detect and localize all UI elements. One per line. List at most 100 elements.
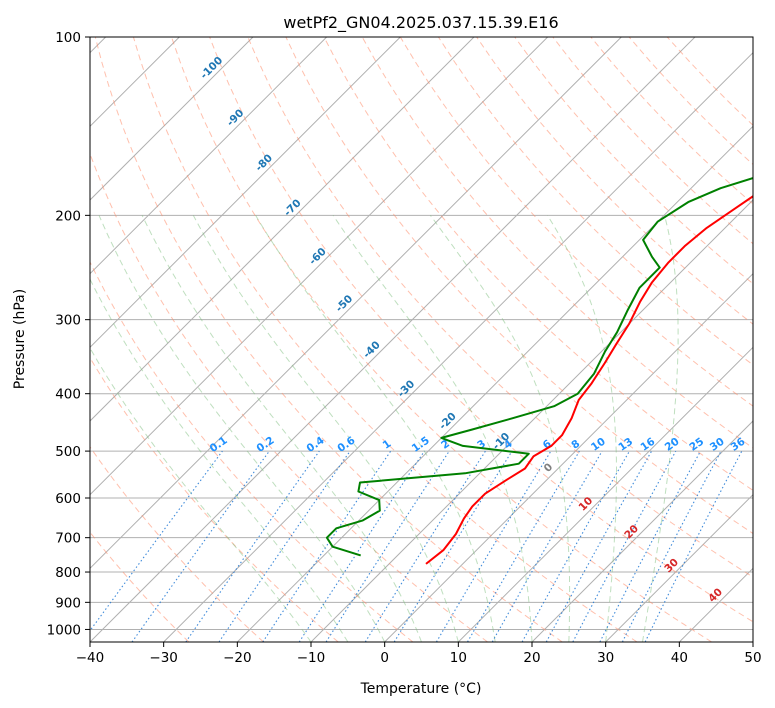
isotherm--80	[90, 37, 401, 349]
y-tick-label: 400	[55, 387, 81, 403]
dry-adiabat-20	[94, 37, 563, 642]
y-axis-label: Pressure (hPa)	[12, 289, 28, 389]
mixing-ratio-line-2	[325, 450, 450, 642]
y-tick-label: 800	[55, 565, 81, 581]
isotherm--60	[90, 37, 549, 496]
moist-adiabat--10	[90, 347, 312, 642]
isotherm-30	[605, 493, 753, 642]
mixing-ratio-label: 0.2	[254, 434, 276, 455]
series-layer	[325, 177, 753, 565]
background-lines-layer	[90, 37, 753, 642]
mixing-ratio-line-13	[521, 450, 630, 642]
isotherm--10	[310, 199, 753, 642]
isotherm--20	[236, 125, 753, 642]
dry-adiabat-0	[90, 260, 414, 642]
isotherm-label: -60	[307, 246, 329, 268]
ticks-layer: −40 −30 −20 −10 0 10 20 30 40 50 100 200 300 400 500 60…	[47, 30, 762, 666]
dry-adiabat-130	[514, 37, 753, 285]
isotherm-label: -40	[361, 339, 383, 361]
isotherm--90	[90, 37, 328, 275]
isotherm-label: -30	[395, 378, 417, 400]
dry-adiabat-50	[209, 37, 753, 623]
isotherm--30	[163, 51, 753, 642]
chart-title: wetPf2_GN04.2025.037.15.39.E16	[283, 13, 558, 33]
y-tick-label: 700	[55, 531, 81, 547]
mixing-ratio-label: 1	[381, 438, 394, 452]
grid-layer	[90, 37, 753, 642]
moist-adiabat-25	[429, 215, 571, 642]
mixing-ratio-label: 0.4	[304, 434, 326, 455]
mixing-ratio-line-25	[599, 450, 701, 642]
dry-adiabat--30	[90, 531, 190, 642]
isotherm-label: 20	[622, 523, 641, 542]
mixing-ratio-line-1.5	[298, 450, 425, 642]
x-axis-label: Temperature (°C)	[360, 681, 482, 697]
dewpoint-profile-line	[325, 177, 753, 557]
mixing-ratio-line-36	[644, 450, 743, 642]
dry-adiabat-60	[247, 37, 753, 578]
isotherm-40	[678, 567, 753, 642]
dry-adiabat-120	[476, 37, 753, 325]
mixing-ratio-line-16	[545, 450, 653, 642]
dry-adiabat-30	[132, 37, 638, 642]
moist-adiabat-20	[332, 215, 533, 642]
x-tick-label: −40	[76, 650, 105, 666]
mixing-ratio-label: 0.1	[208, 434, 230, 455]
x-tick-label: −10	[297, 650, 326, 666]
y-tick-label: 200	[55, 208, 81, 224]
isotherm-label: -100	[198, 55, 225, 82]
y-tick-label: 1000	[47, 622, 81, 638]
isotherm-0	[384, 272, 753, 642]
isotherm-label: -50	[333, 293, 355, 315]
mixing-ratio-line-0.2	[131, 450, 270, 642]
moist-adiabat-10	[192, 215, 459, 642]
moist-adiabat-5	[141, 215, 422, 642]
x-tick-label: 0	[380, 650, 389, 666]
y-tick-label: 300	[55, 313, 81, 329]
x-tick-label: −20	[223, 650, 252, 666]
isotherm-50	[752, 641, 753, 642]
y-tick-label: 900	[55, 595, 81, 611]
mixing-ratio-line-8	[467, 450, 580, 642]
dry-adiabat-170	[666, 37, 753, 126]
x-tick-label: 40	[671, 650, 688, 666]
mixing-ratio-line-6	[435, 450, 552, 642]
mixing-ratio-line-0.1	[90, 450, 223, 632]
dry-adiabat-70	[285, 37, 753, 535]
isotherm--40	[90, 37, 696, 642]
moist-adiabat-35	[642, 215, 679, 642]
moist-adiabat-0	[98, 215, 386, 642]
mixing-ratio-line-1	[262, 450, 392, 642]
y-tick-label: 500	[55, 444, 81, 460]
isotherm--100	[90, 37, 254, 201]
dry-adiabat-80	[323, 37, 753, 491]
dry-adiabat-140	[552, 37, 753, 245]
plot-frame	[89, 36, 754, 643]
isotherm-10	[457, 346, 753, 642]
mixing-ratio-line-0.6	[218, 450, 351, 642]
isotherm-label: -80	[253, 152, 275, 174]
mixing-ratio-line-0.4	[185, 450, 320, 642]
isoline-labels-layer: 0.1 0.2 0.4 0.6 1 1.5 2 3 4 6 8 10 13 16 20 25 30 36-100-…	[198, 55, 747, 605]
dry-adiabat-10	[90, 152, 488, 642]
x-tick-label: 20	[523, 650, 540, 666]
y-tick-label: 600	[55, 491, 81, 507]
mixing-ratio-label: 8	[569, 438, 582, 452]
dry-adiabat--20	[90, 446, 264, 642]
x-tick-label: 10	[450, 650, 467, 666]
x-tick-label: −30	[149, 650, 178, 666]
dry-adiabat-110	[437, 37, 753, 366]
temperature-profile-line	[425, 195, 753, 565]
mixing-ratio-line-20	[572, 450, 677, 642]
y-tick-label: 100	[55, 30, 81, 46]
dry-adiabat--10	[90, 356, 339, 642]
isotherm-label: -90	[224, 107, 246, 129]
isotherm-20	[531, 420, 753, 642]
x-tick-label: 50	[744, 650, 761, 666]
isotherm--50	[90, 37, 622, 570]
isotherm--70	[90, 37, 475, 422]
isotherm-label: -20	[437, 410, 459, 432]
x-tick-label: 30	[597, 650, 614, 666]
mixing-ratio-label: 1.5	[410, 434, 432, 455]
